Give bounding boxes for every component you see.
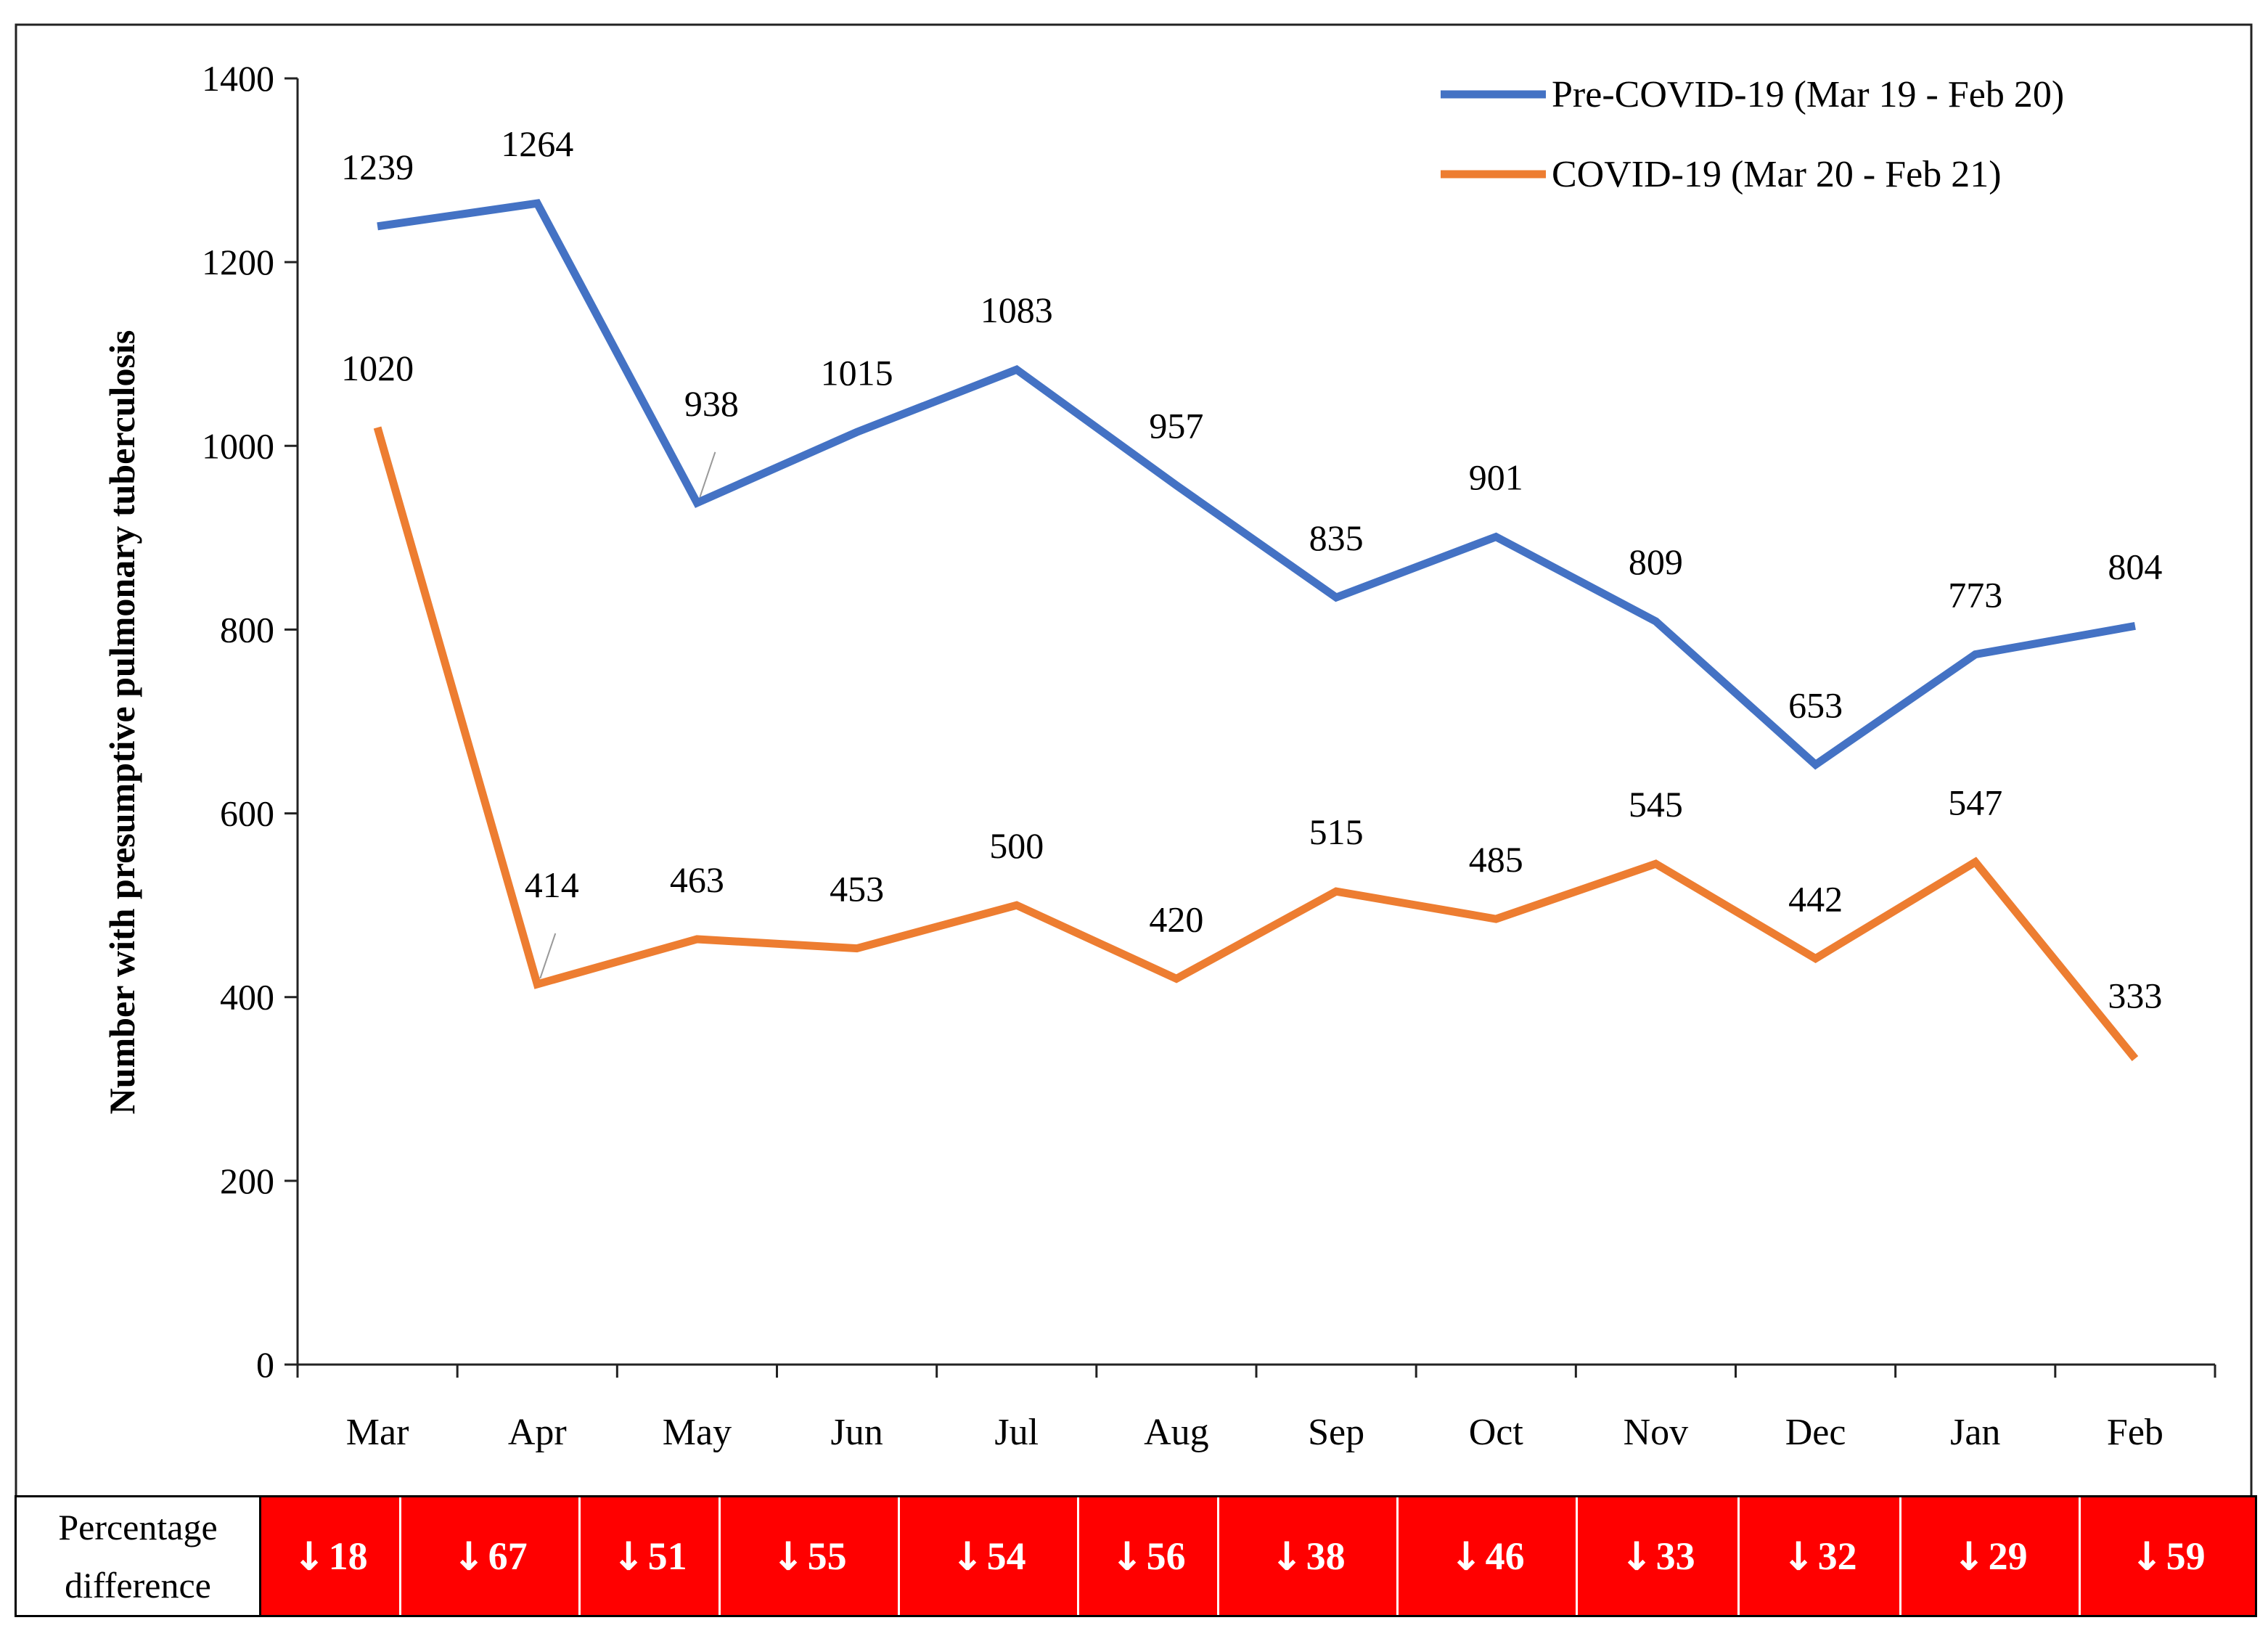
data-label: 547 [1948,782,2002,823]
data-label: 809 [1629,541,1683,582]
y-tick-label: 1200 [202,242,274,282]
percentage-cell: ↓ 56 [1077,1497,1217,1615]
percentage-value: 29 [1988,1534,2028,1578]
y-tick-label: 1400 [202,58,274,99]
x-tick-label: Sep [1308,1412,1364,1453]
data-label: 442 [1788,879,1843,920]
percentage-value: 67 [488,1534,528,1578]
percentage-value: 51 [647,1534,687,1578]
down-arrow-icon: ↓ [771,1533,805,1579]
down-arrow-icon: ↓ [452,1533,486,1579]
data-label: 545 [1629,784,1683,825]
down-arrow-icon: ↓ [1952,1533,1986,1579]
percentage-value: 33 [1655,1534,1695,1578]
percentage-value: 38 [1306,1534,1346,1578]
percentage-difference-header: Percentage difference [17,1497,261,1615]
y-tick-label: 800 [220,609,274,650]
data-label: 1264 [501,123,573,164]
header-line-2: difference [65,1565,211,1606]
percentage-cell: ↓ 38 [1217,1497,1396,1615]
data-labels: 1239 1264 938 1015 1083 957 835 901 809 653 773 804… [341,123,2162,1015]
header-line-1: Percentage [58,1507,218,1547]
percentage-difference-table: Percentage difference ↓ 18 ↓ 67 ↓ 51 ↓ 55 ↓ 54 ↓ 56… [15,1495,2257,1617]
series [373,199,2139,1061]
percentage-cell: ↓ 33 [1576,1497,1737,1615]
down-arrow-icon: ↓ [1620,1533,1653,1579]
data-label: 773 [1948,575,2002,616]
x-axis: Mar Apr May Jun Jul Aug Sep Oct Nov Dec Jan Feb [296,1363,2216,1453]
leader-line [699,451,716,498]
series-line-covid [373,426,2139,1061]
x-tick-label: May [663,1412,732,1453]
x-tick-label: Oct [1469,1412,1524,1453]
data-label: 1020 [341,348,414,388]
percentage-value: 46 [1485,1534,1525,1578]
down-arrow-icon: ↓ [951,1533,984,1579]
data-label: 463 [670,859,724,900]
x-tick-label: Nov [1624,1412,1689,1453]
down-arrow-icon: ↓ [1270,1533,1303,1579]
y-tick-label: 600 [220,793,274,834]
data-label: 333 [2108,976,2162,1016]
x-tick-label: Jul [994,1412,1039,1453]
down-arrow-icon: ↓ [292,1533,326,1579]
legend-label: COVID-19 (Mar 20 - Feb 21) [1552,154,2002,195]
percentage-value: 59 [2166,1534,2206,1578]
y-tick-label: 400 [220,977,274,1018]
legend: Pre-COVID-19 (Mar 19 - Feb 20) COVID-19 (… [1441,74,2064,195]
y-tick-label: 0 [256,1344,274,1385]
y-tick-label: 1000 [202,425,274,466]
x-tick-label: Apr [508,1412,567,1453]
data-label: 1015 [821,352,893,393]
x-tick-label: Jun [830,1412,883,1453]
data-label: 515 [1309,811,1364,852]
data-label: 901 [1469,457,1523,498]
percentage-cell: ↓ 46 [1396,1497,1576,1615]
x-tick-label: Aug [1144,1412,1209,1453]
down-arrow-icon: ↓ [1449,1533,1483,1579]
data-label: 414 [525,864,579,905]
percentage-value: 55 [807,1534,847,1578]
data-label: 835 [1309,518,1364,558]
data-label: 420 [1149,899,1203,939]
percentage-cell: ↓ 18 [261,1497,399,1615]
leader-line [539,933,557,979]
down-arrow-icon: ↓ [1110,1533,1144,1579]
percentage-cell: ↓ 67 [399,1497,578,1615]
y-axis: 0 200 400 600 800 1000 1200 1400 [202,58,299,1385]
percentage-cell: ↓ 54 [898,1497,1077,1615]
y-tick-label: 200 [220,1161,274,1201]
data-label: 804 [2108,546,2162,586]
x-tick-label: Dec [1785,1412,1846,1453]
y-axis-title: Number with presumptive pulmonary tuberc… [102,330,142,1115]
data-label: 957 [1149,406,1203,446]
percentage-value: 18 [328,1534,368,1578]
percentage-cell: ↓ 32 [1737,1497,1899,1615]
down-arrow-icon: ↓ [2130,1533,2163,1579]
percentage-value: 56 [1146,1534,1186,1578]
data-label: 500 [989,825,1044,866]
chart-border [15,23,2253,1498]
percentage-cell: ↓ 55 [719,1497,898,1615]
down-arrow-icon: ↓ [1782,1533,1815,1579]
x-tick-label: Mar [346,1412,409,1453]
x-tick-label: Jan [1950,1412,2000,1453]
series-line-pre-covid [377,199,2136,770]
percentage-cell: ↓ 51 [578,1497,719,1615]
legend-label: Pre-COVID-19 (Mar 19 - Feb 20) [1552,74,2064,115]
data-label: 1239 [341,147,414,187]
percentage-cell: ↓ 29 [1899,1497,2079,1615]
x-tick-label: Feb [2107,1412,2163,1453]
data-label: 1083 [981,290,1053,330]
data-label: 653 [1788,684,1843,725]
percentage-value: 32 [1817,1534,1857,1578]
data-label: 485 [1469,839,1523,880]
percentage-cell: ↓ 59 [2079,1497,2255,1615]
data-label: 938 [684,383,739,424]
percentage-value: 54 [986,1534,1026,1578]
data-label: 453 [830,869,884,909]
down-arrow-icon: ↓ [612,1533,645,1579]
